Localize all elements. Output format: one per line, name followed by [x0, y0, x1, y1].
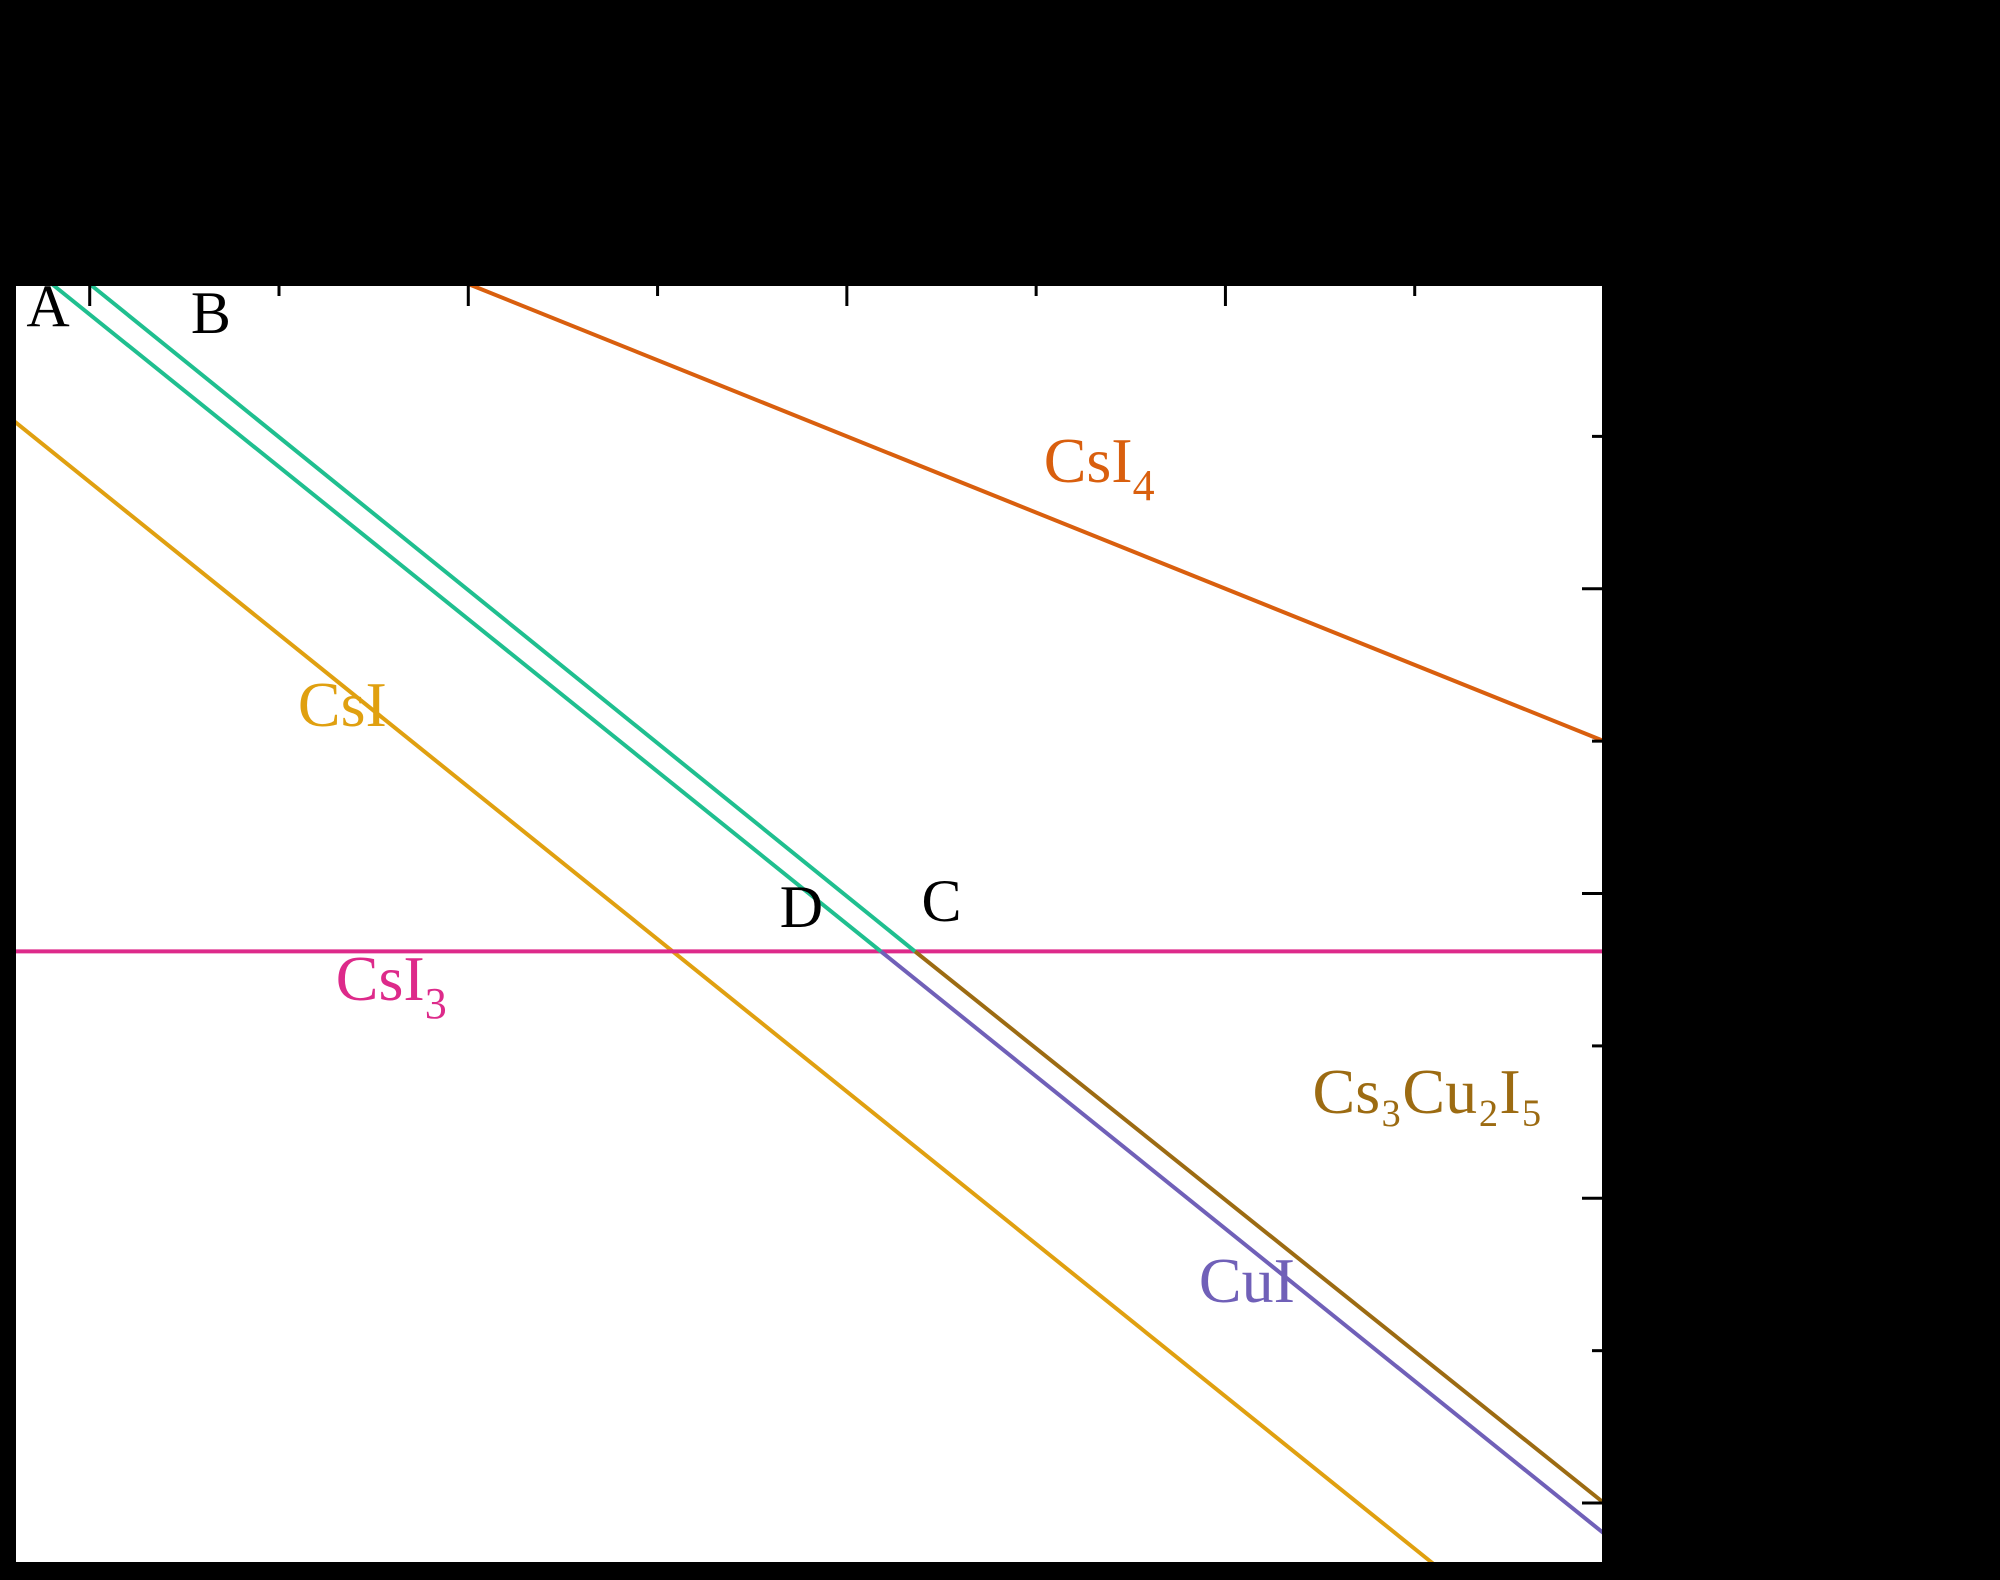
plot-frame	[12, 282, 1606, 1566]
series-line-csi4	[467, 282, 1605, 743]
series-label-csi4: CsI4	[1044, 425, 1155, 510]
series-label-cs3cu2i5: Cs₃Cu₂I₅	[1313, 1056, 1544, 1127]
y-tick-label: -0.2	[1634, 846, 1767, 939]
x-tick-label: 0.0	[1552, 166, 1657, 259]
series-line-cs3cu2i5	[913, 949, 1606, 1505]
point-label-d: D	[780, 874, 823, 940]
x-tick-label: -0.4	[23, 166, 156, 259]
data-lines	[12, 282, 1606, 1566]
x-tick-label: -0.1	[1159, 166, 1292, 259]
y-tick-label: -0.1	[1634, 541, 1767, 634]
text-labels: -0.4 -0.3 -0.2 -0.1 0.00.0 -0.1 -0.2 -0.3 -0.4 Δμ…	[23, 11, 1972, 1548]
point-label-a: A	[26, 274, 69, 340]
x-axis-title: ΔμI	[730, 11, 856, 129]
plot-area	[14, 284, 1604, 1564]
series-line-boundary-6	[88, 282, 917, 953]
series-line-cui	[879, 949, 1606, 1536]
series-label-cui: CuI	[1199, 1245, 1295, 1316]
x-tick-label: -0.3	[402, 166, 535, 259]
y-tick-label: 0.0	[1634, 236, 1739, 329]
series-line-boundary-5	[50, 282, 883, 953]
x-tick-label: -0.2	[780, 166, 913, 259]
series-label-csi: CsI	[298, 669, 387, 740]
series-label-csi3: CsI3	[336, 943, 447, 1028]
y-tick-label: -0.3	[1634, 1150, 1767, 1243]
y-tick-label: -0.4	[1634, 1455, 1767, 1548]
point-label-b: B	[191, 280, 231, 346]
point-label-c: C	[921, 868, 961, 934]
series-line-csi	[12, 419, 1435, 1566]
y-axis-title: ΔμCu	[1795, 896, 1972, 1014]
axis-ticks	[88, 282, 1606, 1505]
